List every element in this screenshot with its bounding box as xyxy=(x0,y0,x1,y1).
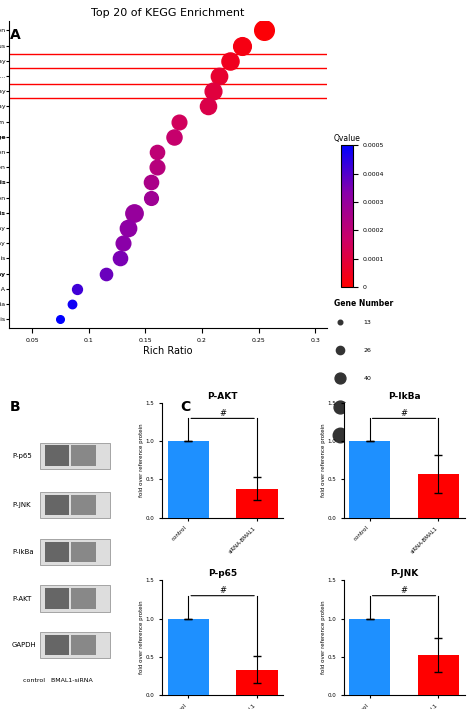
Point xyxy=(125,223,132,234)
Text: 53: 53 xyxy=(364,404,372,409)
Text: GAPDH: GAPDH xyxy=(12,642,36,648)
Bar xyxy=(418,655,459,695)
FancyBboxPatch shape xyxy=(45,635,69,655)
Bar xyxy=(237,670,278,695)
Point xyxy=(102,268,109,279)
Text: #: # xyxy=(401,409,408,418)
Bar xyxy=(349,441,390,518)
Text: Gene Number: Gene Number xyxy=(334,299,393,308)
Text: 13: 13 xyxy=(364,320,372,325)
FancyBboxPatch shape xyxy=(45,588,69,609)
Y-axis label: fold over reference protein: fold over reference protein xyxy=(321,601,326,674)
Point xyxy=(337,401,344,412)
FancyBboxPatch shape xyxy=(45,445,69,466)
Point xyxy=(153,162,161,173)
FancyBboxPatch shape xyxy=(40,492,110,518)
Point xyxy=(227,55,234,67)
Text: C: C xyxy=(180,400,191,413)
FancyBboxPatch shape xyxy=(40,539,110,565)
Title: P-p65: P-p65 xyxy=(208,569,237,579)
Title: P-JNK: P-JNK xyxy=(390,569,418,579)
Title: P-IkBa: P-IkBa xyxy=(388,392,420,401)
Text: P-IkBa: P-IkBa xyxy=(12,549,34,555)
X-axis label: Rich Ratio: Rich Ratio xyxy=(143,346,193,356)
Y-axis label: fold over reference protein: fold over reference protein xyxy=(139,423,145,497)
Point xyxy=(130,207,138,218)
Title: Top 20 of KEGG Enrichment: Top 20 of KEGG Enrichment xyxy=(91,8,245,18)
Point xyxy=(210,86,217,97)
Bar xyxy=(237,489,278,518)
Point xyxy=(204,101,211,112)
Point xyxy=(57,313,64,325)
Point xyxy=(215,70,223,82)
Point xyxy=(261,25,268,36)
Text: control   BMAL1-siRNA: control BMAL1-siRNA xyxy=(23,678,93,683)
Text: #: # xyxy=(401,586,408,596)
Point xyxy=(175,116,183,127)
Point xyxy=(73,283,81,294)
Point xyxy=(147,177,155,188)
FancyBboxPatch shape xyxy=(71,588,96,609)
Text: B: B xyxy=(9,400,20,413)
Point xyxy=(117,252,124,264)
Text: A: A xyxy=(9,28,20,43)
Point xyxy=(147,192,155,203)
Title: Qvalue: Qvalue xyxy=(334,134,361,143)
Text: 26: 26 xyxy=(364,348,372,353)
Text: #: # xyxy=(219,586,226,596)
Point xyxy=(337,345,344,356)
Text: 66: 66 xyxy=(364,432,372,437)
Bar xyxy=(349,618,390,695)
FancyBboxPatch shape xyxy=(45,542,69,562)
Text: P-JNK: P-JNK xyxy=(12,502,30,508)
Bar xyxy=(168,441,209,518)
Title: P-AKT: P-AKT xyxy=(208,392,238,401)
FancyBboxPatch shape xyxy=(71,635,96,655)
Point xyxy=(337,429,344,440)
FancyBboxPatch shape xyxy=(71,542,96,562)
Bar xyxy=(168,618,209,695)
Point xyxy=(153,146,161,157)
Text: P-p65: P-p65 xyxy=(12,452,32,459)
FancyBboxPatch shape xyxy=(40,442,110,469)
Point xyxy=(337,373,344,384)
Point xyxy=(119,238,127,249)
Text: 40: 40 xyxy=(364,376,372,381)
FancyBboxPatch shape xyxy=(40,586,110,612)
Point xyxy=(170,131,177,143)
Point xyxy=(337,317,344,328)
Y-axis label: fold over reference protein: fold over reference protein xyxy=(321,423,326,497)
FancyBboxPatch shape xyxy=(71,495,96,515)
Bar xyxy=(418,474,459,518)
FancyBboxPatch shape xyxy=(40,632,110,659)
Text: #: # xyxy=(219,409,226,418)
Y-axis label: fold over reference protein: fold over reference protein xyxy=(139,601,145,674)
Point xyxy=(68,298,75,310)
FancyBboxPatch shape xyxy=(71,445,96,466)
FancyBboxPatch shape xyxy=(45,495,69,515)
Text: P-AKT: P-AKT xyxy=(12,596,31,601)
Point xyxy=(238,40,246,51)
